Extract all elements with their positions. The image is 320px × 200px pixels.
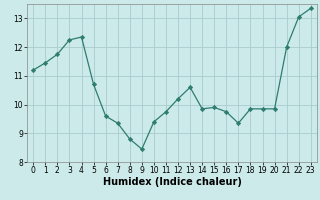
X-axis label: Humidex (Indice chaleur): Humidex (Indice chaleur) xyxy=(103,177,241,187)
